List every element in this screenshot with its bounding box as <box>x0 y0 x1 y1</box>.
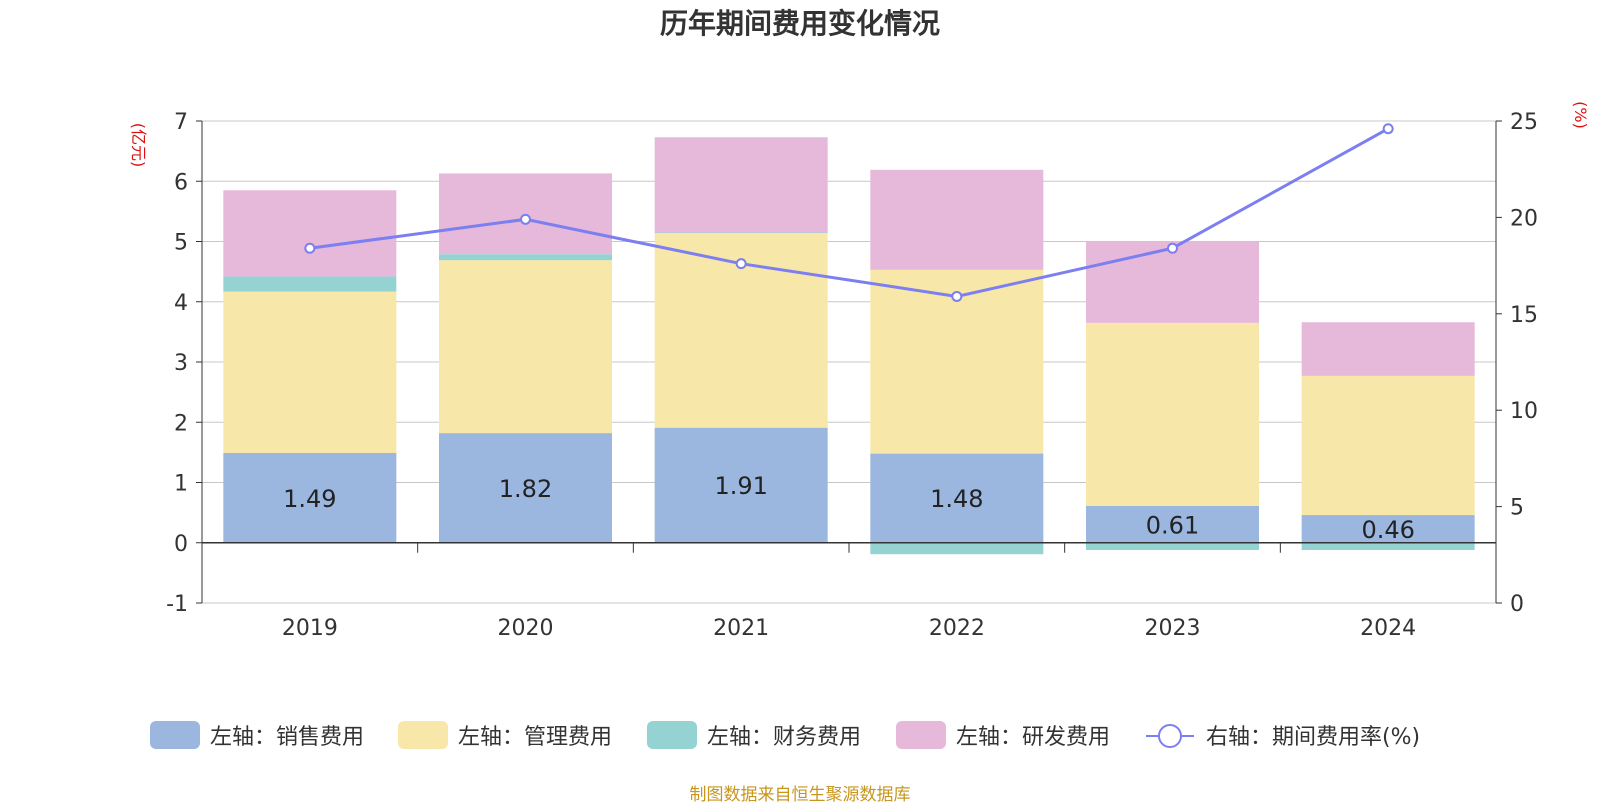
category-label: 2021 <box>713 616 769 641</box>
chart-title: 历年期间费用变化情况 <box>659 7 940 40</box>
bar-segment <box>223 190 397 277</box>
right-axis-tick-label: 20 <box>1510 206 1538 231</box>
bar-data-label: 1.91 <box>714 472 767 500</box>
bar-segment <box>654 137 828 233</box>
rate-line-point <box>520 213 531 225</box>
rate-line-point <box>1382 123 1394 135</box>
bar-segment <box>1301 542 1475 550</box>
bar-segment <box>439 260 612 434</box>
bar-segment <box>1086 322 1259 506</box>
left-axis-tick-label: 2 <box>174 411 188 436</box>
legend-swatch <box>398 721 448 749</box>
bar-segment <box>1086 241 1259 323</box>
legend-swatch <box>896 721 946 749</box>
category-label: 2023 <box>1145 616 1201 641</box>
bar-segment <box>223 452 397 543</box>
bars-group <box>223 137 1475 555</box>
legend-label: 左轴：管理费用 <box>458 725 612 750</box>
left-axis-tick-label: 1 <box>174 472 188 497</box>
left-axis-tick-label: 4 <box>174 291 188 316</box>
legend-swatch <box>647 721 697 749</box>
bar-segment <box>1301 515 1475 543</box>
bar-segment <box>870 453 1044 543</box>
legend-line-marker <box>1158 724 1182 748</box>
legend-label: 左轴：研发费用 <box>956 725 1110 750</box>
bar-segment <box>654 232 828 234</box>
category-label: 2020 <box>498 616 554 641</box>
left-axis-tick-label: 5 <box>174 231 188 256</box>
left-axis-tick-label: 6 <box>174 170 188 195</box>
bar-segment <box>870 169 1044 270</box>
rate-line-point <box>735 258 747 270</box>
bar-data-label: 1.49 <box>283 485 336 513</box>
right-axis-tick-label: 25 <box>1510 110 1538 135</box>
bar-segment <box>1301 322 1475 376</box>
bar-segment <box>223 276 397 292</box>
bar-segment <box>1086 505 1259 543</box>
bar-segment <box>870 542 1044 555</box>
rate-line-point <box>951 290 963 302</box>
source-note: 制图数据来自恒生聚源数据库 <box>689 785 911 805</box>
legend-label: 左轴：销售费用 <box>210 725 364 750</box>
legend-label: 左轴：财务费用 <box>707 725 861 750</box>
rate-line-point <box>1167 242 1178 254</box>
bar-segment <box>439 173 612 255</box>
rate-line-point <box>304 242 316 254</box>
legend-label: 右轴：期间费用率(%) <box>1206 725 1420 750</box>
left-axis-tick-label: 3 <box>174 351 188 376</box>
legend-swatch <box>150 721 200 749</box>
left-axis-tick-label: 0 <box>174 532 188 557</box>
left-axis-tick-label: -1 <box>166 592 188 617</box>
rate-line-group <box>304 123 1394 302</box>
bar-labels-group: 1.49 1.82 1.91 1.48 0.61 0.46 <box>283 472 1415 544</box>
category-label: 2022 <box>929 616 985 641</box>
bar-segment <box>439 433 612 543</box>
legend: 左轴：销售费用 左轴：管理费用 左轴：财务费用 左轴：研发费用 右轴：期间费用率(%) <box>150 721 1420 750</box>
bar-segment <box>223 291 397 453</box>
right-axis-tick-label: 15 <box>1510 303 1538 328</box>
bar-segment <box>1086 542 1259 550</box>
right-axis-tick-label: 0 <box>1510 592 1524 617</box>
rate-line <box>309 127 1389 298</box>
category-label: 2024 <box>1360 616 1416 641</box>
bar-data-label: 1.82 <box>499 475 552 503</box>
bar-segment <box>439 254 612 261</box>
axes-group: -1 0 1 2 3 4 5 6 7 0 5 10 15 20 25 (亿元) (%) 2019 2020 2021 2… <box>129 101 1590 641</box>
bar-segment <box>1301 375 1475 516</box>
bar-data-label: 0.46 <box>1361 516 1414 544</box>
right-axis-label: (%) <box>1571 101 1590 129</box>
right-axis-tick-label: 10 <box>1510 399 1538 424</box>
right-axis-tick-label: 5 <box>1510 496 1524 521</box>
left-axis-label: (亿元) <box>129 123 148 168</box>
bar-segment <box>654 427 828 543</box>
bar-data-label: 0.61 <box>1146 511 1199 539</box>
category-label: 2019 <box>282 616 338 641</box>
left-axis-tick-label: 7 <box>174 110 188 135</box>
bar-data-label: 1.48 <box>930 485 983 513</box>
